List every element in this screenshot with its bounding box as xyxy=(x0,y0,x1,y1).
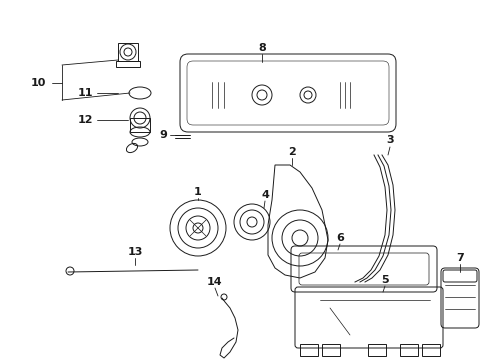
Bar xyxy=(399,344,417,356)
Text: 12: 12 xyxy=(77,115,93,125)
Text: 3: 3 xyxy=(386,135,393,145)
Bar xyxy=(421,344,439,356)
Text: 14: 14 xyxy=(207,277,223,287)
Text: 11: 11 xyxy=(77,88,93,98)
Bar xyxy=(299,344,317,356)
Text: 9: 9 xyxy=(159,130,166,140)
Text: 13: 13 xyxy=(127,247,142,257)
Text: 7: 7 xyxy=(455,253,463,263)
Text: 1: 1 xyxy=(194,187,202,197)
Bar xyxy=(367,344,385,356)
Text: 10: 10 xyxy=(30,78,45,88)
Bar xyxy=(130,118,150,132)
Bar xyxy=(118,43,138,61)
Text: 4: 4 xyxy=(261,190,268,200)
Bar xyxy=(116,61,140,67)
Bar xyxy=(321,344,339,356)
Text: 8: 8 xyxy=(258,43,265,53)
Text: 6: 6 xyxy=(335,233,343,243)
Text: 2: 2 xyxy=(287,147,295,157)
Text: 5: 5 xyxy=(381,275,388,285)
